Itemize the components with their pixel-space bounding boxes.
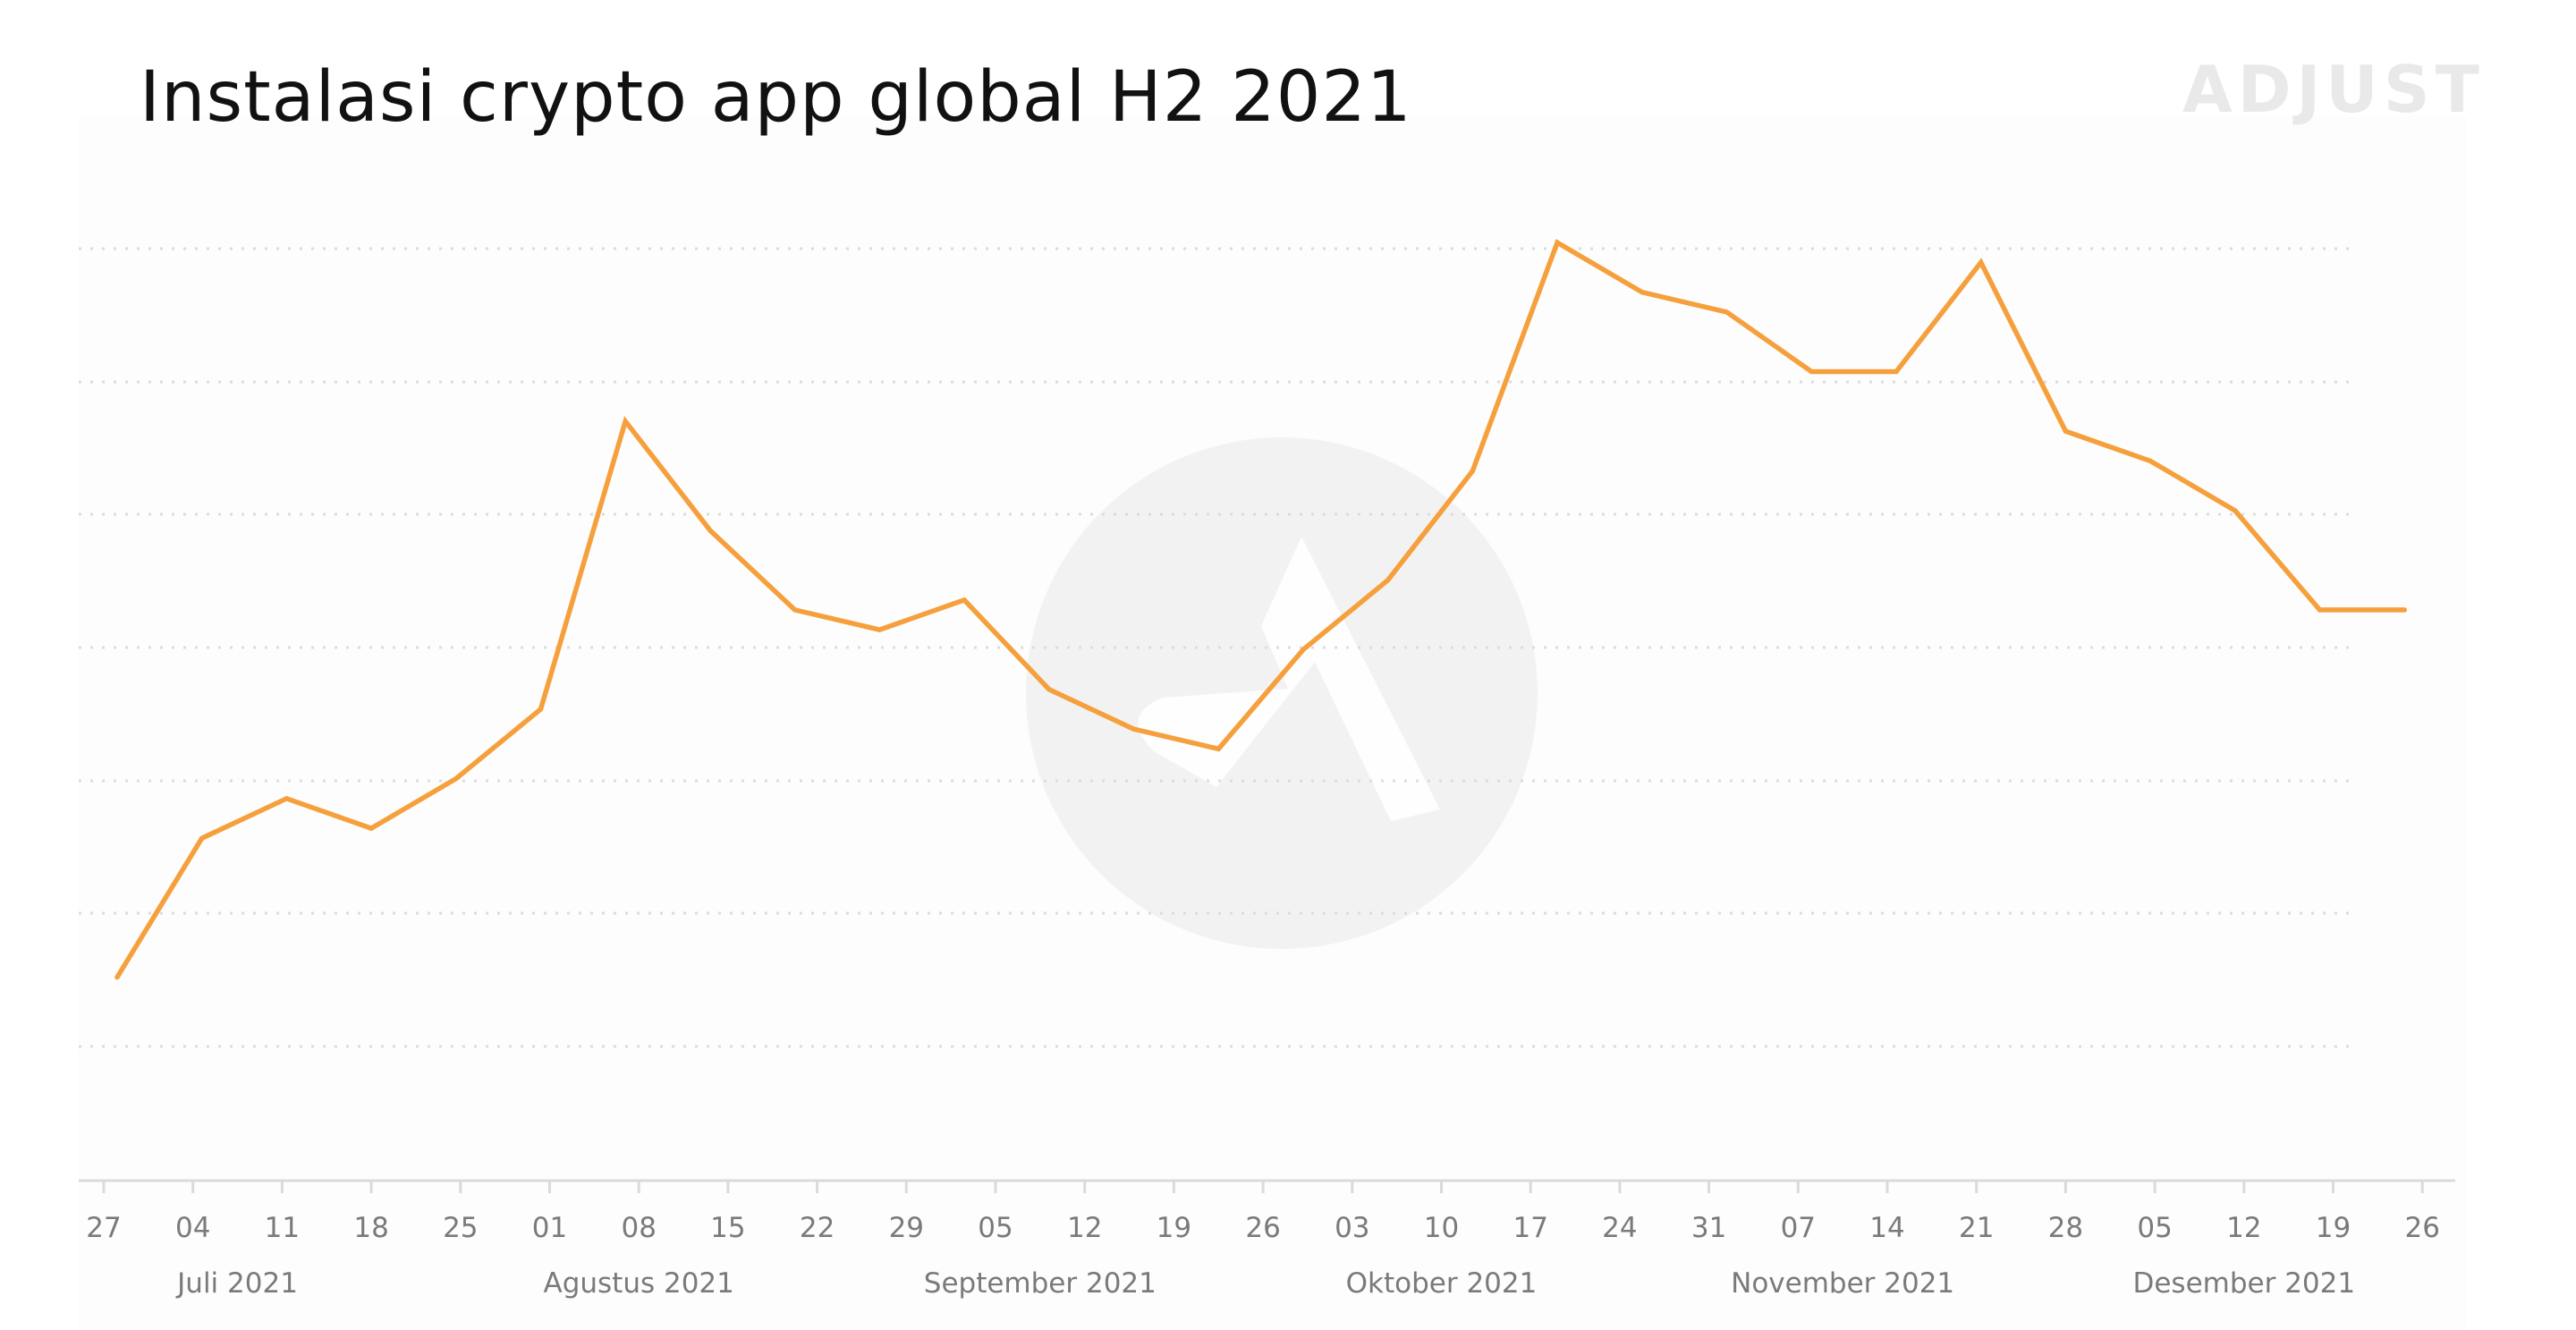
x-tick-label: 25 [443, 1212, 478, 1244]
data-point [708, 528, 713, 533]
x-tick-label: 27 [86, 1212, 121, 1244]
data-point [623, 419, 628, 424]
data-point [199, 835, 205, 841]
x-tick-label: 12 [1067, 1212, 1102, 1244]
data-point [1640, 290, 1645, 295]
data-point [1046, 687, 1052, 692]
data-point [2318, 607, 2323, 613]
series-line [114, 239, 2408, 980]
data-point [284, 796, 289, 801]
x-tick-labels: 27 04 11 18 25 01 08 15 22 29 05 12 19 26 03 10 17 24 31 07… [86, 1212, 2440, 1244]
x-tick-label: 15 [710, 1212, 745, 1244]
x-tick-label: 07 [1781, 1212, 1816, 1244]
data-point [962, 597, 967, 603]
data-point [2233, 508, 2238, 513]
data-point [1131, 726, 1137, 732]
data-point [2148, 458, 2153, 463]
x-tick-label: 19 [2316, 1212, 2351, 1244]
x-tick-label: 05 [978, 1212, 1013, 1244]
x-tick-label: 05 [2137, 1212, 2172, 1244]
x-tick-label: 14 [1869, 1212, 1904, 1244]
data-point [114, 975, 120, 980]
data-point [792, 607, 798, 613]
x-tick-label: 28 [2048, 1212, 2083, 1244]
gridlines [79, 247, 2358, 1048]
month-labels: Juli 2021 Agustus 2021 September 2021 Oktob… [175, 1267, 2355, 1300]
data-point [1301, 647, 1306, 652]
x-tick-label: 24 [1602, 1212, 1637, 1244]
x-tick-label: 19 [1157, 1212, 1191, 1244]
data-point [1216, 746, 1221, 751]
data-point [1470, 469, 1475, 473]
x-tick-label: 01 [532, 1212, 567, 1244]
month-label: Agustus 2021 [544, 1267, 734, 1300]
x-tick-label: 22 [800, 1212, 835, 1244]
data-point [1555, 240, 1560, 245]
x-tick-label: 31 [1691, 1212, 1726, 1244]
x-tick-label: 21 [1959, 1212, 1994, 1244]
x-tick-label: 08 [621, 1212, 656, 1244]
x-tick-label: 18 [353, 1212, 388, 1244]
data-point [453, 776, 459, 782]
x-tick-label: 17 [1513, 1212, 1547, 1244]
data-point [2063, 428, 2068, 434]
data-point [1894, 369, 1899, 374]
x-tick-label: 26 [2404, 1212, 2439, 1244]
data-point [1979, 259, 1984, 265]
month-label: November 2021 [1731, 1267, 1954, 1300]
month-label: September 2021 [924, 1267, 1157, 1300]
month-label: Oktober 2021 [1346, 1267, 1538, 1300]
x-tick-label: 03 [1335, 1212, 1369, 1244]
data-point [877, 627, 882, 632]
x-tick-label: 29 [889, 1212, 924, 1244]
page-title: Instalasi crypto app global H2 2021 [140, 57, 1412, 138]
data-point [538, 707, 544, 712]
x-axis [79, 1179, 2455, 1193]
data-point [1385, 578, 1391, 583]
data-point [369, 826, 374, 831]
x-tick-label: 04 [175, 1212, 210, 1244]
x-tick-label: 26 [1245, 1212, 1280, 1244]
data-point [1809, 369, 1814, 374]
x-tick-label: 11 [265, 1212, 300, 1244]
data-point [1724, 309, 1730, 315]
x-tick-label: 12 [2226, 1212, 2261, 1244]
x-tick-label: 10 [1424, 1212, 1459, 1244]
month-label: Desember 2021 [2132, 1267, 2355, 1300]
month-label: Juli 2021 [175, 1267, 298, 1300]
series-layer [114, 239, 2408, 980]
brand-logo: ADJUST [2182, 52, 2485, 127]
data-point [2402, 607, 2407, 613]
